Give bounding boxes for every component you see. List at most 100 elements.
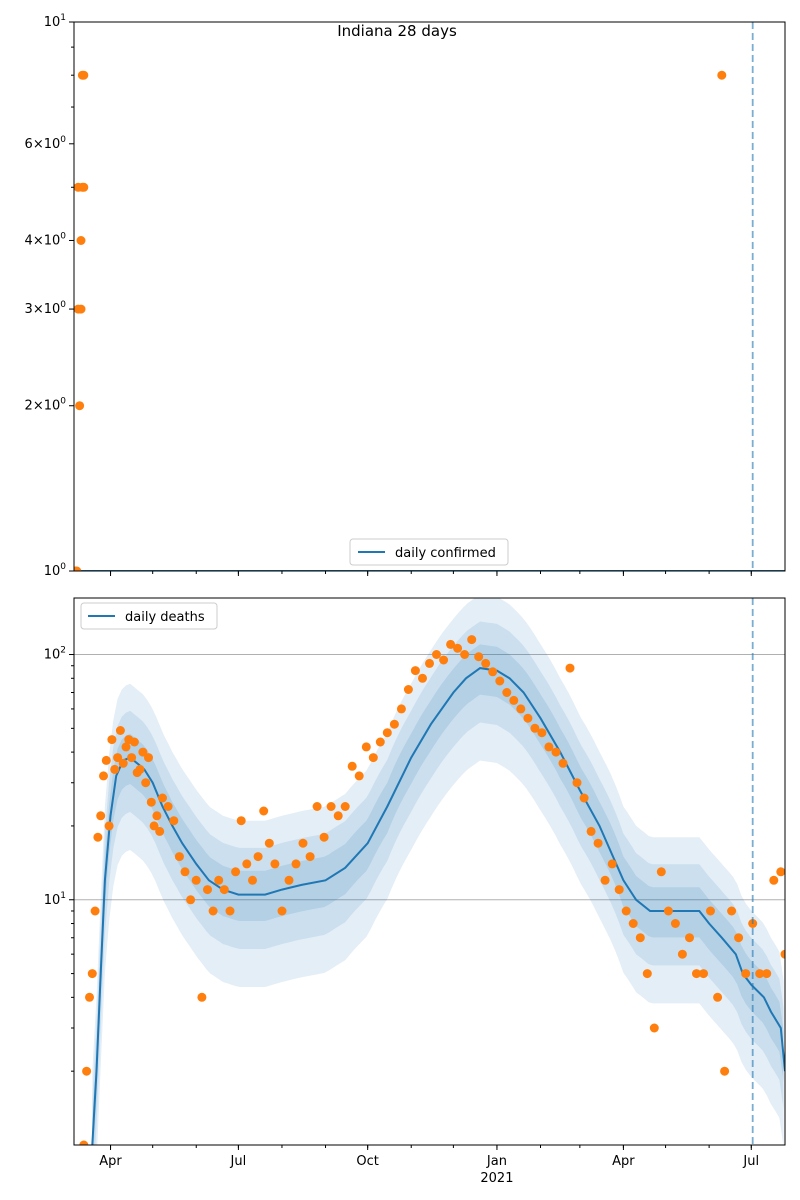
observed-point <box>717 70 727 80</box>
observed-point <box>277 906 287 916</box>
legend-daily-deaths: daily deaths <box>80 602 218 630</box>
observed-point <box>248 875 257 885</box>
observed-point <box>264 838 274 848</box>
plot-layer: 100 2×100 3×100 4×100 6×100 101 <box>25 13 786 579</box>
observed-point <box>628 919 638 928</box>
observed-point <box>298 838 308 848</box>
observed-point <box>382 728 392 738</box>
plot-layer: 101 102 Apr Jul Oct Jan 2021 Apr Jul <box>44 597 786 1186</box>
observed-point <box>565 663 575 673</box>
observed-point <box>214 875 224 885</box>
observed-point <box>141 778 151 788</box>
observed-point <box>284 875 294 885</box>
y-tick-label: 102 <box>44 646 66 663</box>
observed-point <box>354 771 364 781</box>
observed-point <box>87 969 97 979</box>
observed-point <box>607 859 617 869</box>
y-tick-label: 4×100 <box>25 231 67 248</box>
y-tick-label: 6×100 <box>25 135 67 152</box>
observed-point <box>259 806 269 816</box>
observed-point <box>340 802 350 811</box>
observed-point <box>488 667 498 677</box>
observed-point <box>418 673 427 683</box>
x-tick-label: Oct <box>356 1154 378 1169</box>
observed-point <box>368 753 378 763</box>
observed-point <box>144 753 153 763</box>
y-tick-label: 2×100 <box>25 397 67 414</box>
observed-point <box>780 949 785 959</box>
observed-point <box>523 713 533 723</box>
observed-point <box>93 832 103 842</box>
observed-point <box>720 1066 730 1076</box>
observed-point <box>138 747 148 757</box>
deaths-subplot: 101 102 Apr Jul Oct Jan 2021 Apr Jul daily death… <box>44 597 786 1186</box>
observed-point <box>410 666 420 676</box>
observed-point <box>174 852 184 862</box>
observed-point <box>389 719 399 729</box>
observed-point <box>180 867 190 877</box>
observed-point <box>502 688 512 697</box>
observed-point <box>76 236 86 245</box>
observed-point <box>326 802 336 811</box>
observed-point <box>762 969 772 979</box>
plot-area <box>74 70 785 571</box>
legend-label: daily deaths <box>125 610 205 625</box>
observed-point <box>270 859 280 869</box>
x-tick-label: Jan <box>486 1154 507 1169</box>
y-tick-label: 101 <box>44 13 66 30</box>
observed-point <box>333 811 343 821</box>
legend-daily-confirmed: daily confirmed <box>349 538 509 566</box>
observed-point <box>74 566 82 571</box>
observed-point <box>375 737 385 747</box>
observed-point <box>236 816 246 826</box>
observed-point <box>163 802 173 811</box>
observed-point <box>104 821 114 831</box>
observed-point <box>107 735 117 745</box>
observed-point <box>347 761 357 771</box>
observed-point <box>79 1140 89 1145</box>
observed-point <box>572 778 582 788</box>
observed-point <box>614 885 624 895</box>
observed-point <box>90 906 100 916</box>
band-outer <box>92 598 784 1145</box>
observed-point <box>593 838 603 848</box>
legend-box <box>80 602 218 630</box>
observed-point <box>186 895 196 905</box>
observed-point <box>242 859 252 869</box>
observed-point <box>169 816 179 826</box>
plot-area <box>79 598 785 1145</box>
observed-point <box>642 969 652 979</box>
observed-point <box>755 969 765 979</box>
observed-point <box>734 933 744 943</box>
observed-point <box>82 1066 92 1076</box>
observed-point <box>446 639 456 649</box>
y-tick-label: 101 <box>44 891 66 908</box>
observed-point <box>741 969 751 979</box>
observed-point <box>586 826 596 836</box>
observed-point <box>713 992 723 1002</box>
observed-point <box>474 652 484 662</box>
observed-point <box>113 753 123 763</box>
observed-point <box>425 658 434 668</box>
observed-point <box>544 742 554 752</box>
observed-point <box>699 969 708 979</box>
observed-point <box>191 875 201 885</box>
observed-point <box>129 737 139 747</box>
legend-label: daily confirmed <box>395 546 496 561</box>
observed-point <box>677 949 687 959</box>
observed-point <box>101 755 111 765</box>
y-tick-label: 100 <box>44 562 67 579</box>
observed-point <box>706 906 715 916</box>
observed-point <box>312 802 322 811</box>
observed-point <box>663 906 673 916</box>
observed-point <box>219 885 229 895</box>
observed-point <box>432 650 441 659</box>
observed-point <box>127 753 137 763</box>
confirmed-subplot: 100 2×100 3×100 4×100 6×100 101 daily confirm… <box>25 13 786 579</box>
observed-point <box>495 676 505 686</box>
observed-point <box>197 992 207 1002</box>
observed-point <box>649 1023 659 1033</box>
observed-point <box>319 832 329 842</box>
